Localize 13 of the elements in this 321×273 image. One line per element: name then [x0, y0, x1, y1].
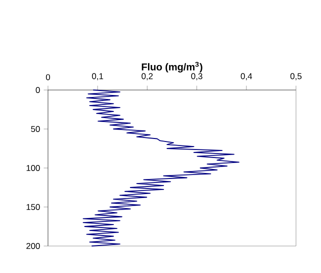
x-tick-label: 0,3 [191, 73, 202, 80]
x-tick-label: 0,2 [142, 73, 153, 80]
chart-title: Fluo (mg/m$^{3}$) [142, 62, 202, 72]
y-tick-label: 50 [31, 126, 40, 132]
y-tick-label: 100 [26, 165, 40, 172]
x-tick-label: 0 [46, 74, 50, 80]
y-tick-label: 150 [26, 204, 40, 210]
x-tick-label: 0,4 [240, 73, 252, 80]
x-tick-label: 0,1 [92, 73, 104, 80]
line-series [82, 90, 240, 246]
y-tick-label: 200 [26, 243, 40, 250]
x-tick-label: 0,5 [290, 73, 302, 80]
y-tick-label: 0 [36, 87, 40, 94]
